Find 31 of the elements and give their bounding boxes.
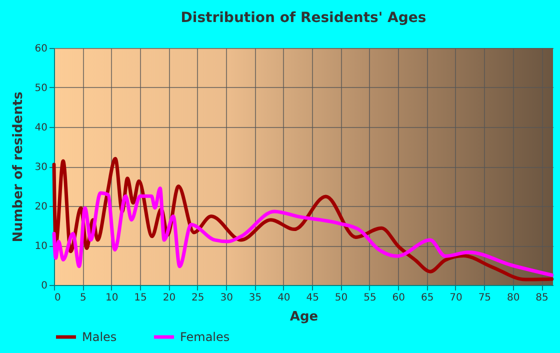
x-tick-label: 45 [306, 292, 319, 304]
x-tick-label: 85 [536, 292, 548, 304]
legend-label: Males [82, 330, 117, 344]
x-tick-label: 80 [506, 292, 520, 304]
x-axis-title: Age [290, 310, 318, 324]
x-tick-label: 20 [162, 292, 176, 304]
x-tick-label: 70 [450, 292, 462, 304]
x-tick-label: 35 [248, 292, 262, 304]
x-tick-label: 0 [54, 292, 61, 304]
y-tick-label: 20 [34, 202, 48, 212]
y-tick-label: 50 [34, 83, 48, 94]
y-tick-label: 10 [34, 241, 48, 252]
x-tick-label: 10 [105, 292, 118, 304]
x-tick-label: 5 [80, 292, 86, 304]
line-series [52, 186, 554, 277]
x-tick-label: 75 [478, 292, 492, 304]
y-tick-label: 0 [41, 280, 48, 292]
x-tick-label: 65 [420, 292, 434, 304]
x-tick-label: 50 [334, 292, 348, 304]
x-tick-label: 55 [364, 292, 376, 304]
legend-label: Females [180, 330, 230, 344]
x-tick-label: 15 [134, 292, 147, 304]
y-tick-label: 60 [34, 44, 48, 54]
x-tick-label: 30 [220, 292, 233, 304]
y-tick-label: 30 [34, 162, 48, 173]
x-tick-label: 25 [192, 292, 204, 304]
x-tick-label: 60 [392, 292, 406, 304]
y-tick-label: 40 [34, 122, 48, 134]
x-tick-label: 40 [278, 292, 290, 304]
chart-title: Distribution of Residents' Ages [180, 10, 426, 26]
y-axis-title: Number of residents [10, 91, 26, 242]
